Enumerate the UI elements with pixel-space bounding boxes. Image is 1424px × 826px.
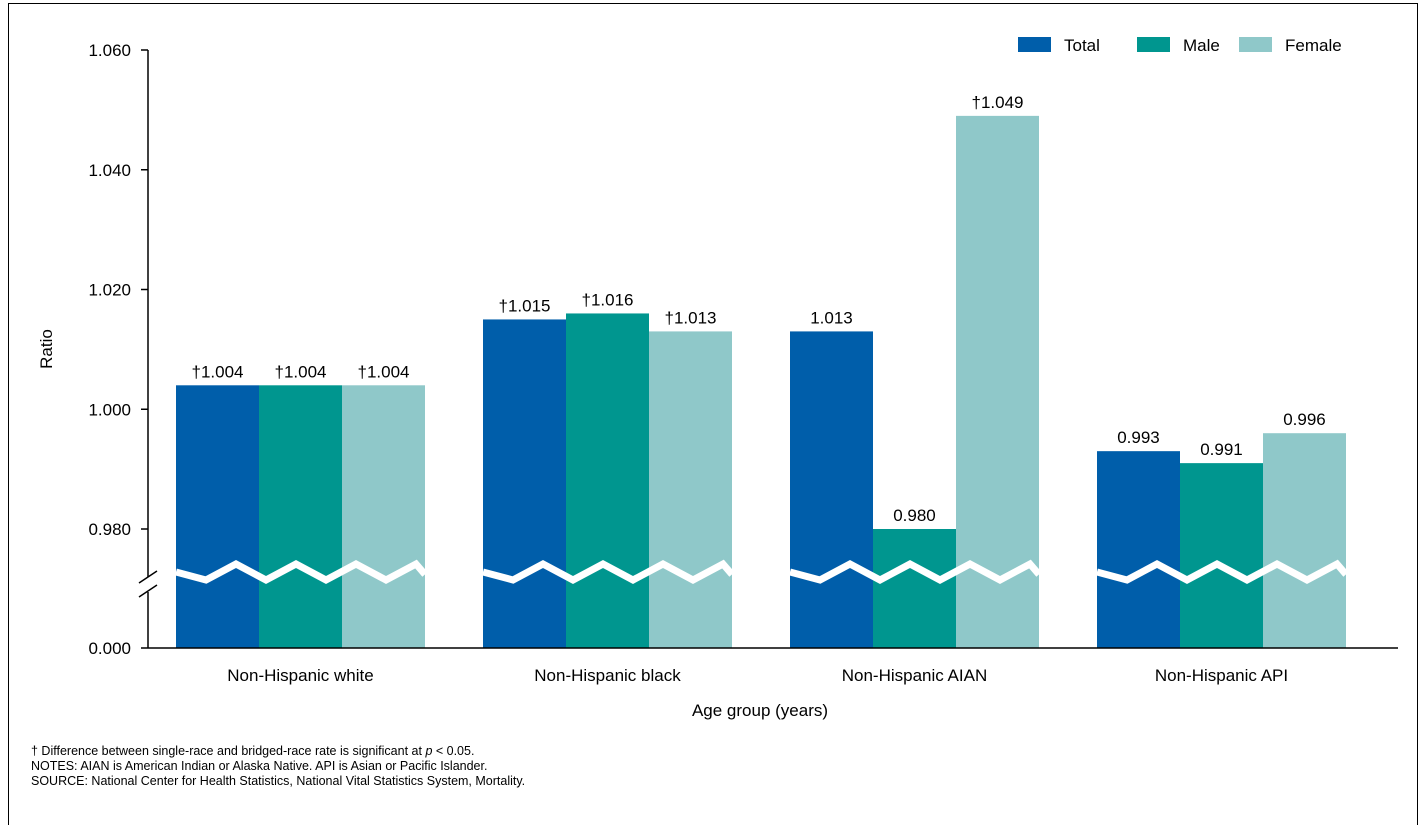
category-label-non-hispanic-aian: Non-Hispanic AIAN (842, 666, 988, 685)
data-label-non-hispanic-white-total: †1.004 (192, 362, 244, 381)
axis-break-zigzag-non-hispanic-api (1096, 559, 1349, 584)
bar-non-hispanic-white-male (259, 385, 342, 648)
bar-non-hispanic-black-female (649, 331, 732, 648)
axis-break-layer (175, 559, 1349, 584)
data-label-non-hispanic-api-female: 0.996 (1283, 410, 1326, 429)
category-label-non-hispanic-black: Non-Hispanic black (534, 666, 681, 685)
y-tick-label-4: 1.040 (88, 161, 131, 180)
data-label-non-hispanic-white-female: †1.004 (358, 362, 410, 381)
chart-notes: † Difference between single-race and bri… (31, 744, 525, 789)
source-note: SOURCE: National Center for Health Stati… (31, 774, 526, 788)
y-tick-label-3: 1.020 (88, 281, 131, 300)
y-tick-label-2: 1.000 (88, 400, 131, 419)
axis-break-zigzag-non-hispanic-white (175, 559, 428, 584)
legend-swatch-total (1018, 37, 1051, 52)
y-axis-break-mark-bottom (138, 584, 158, 598)
bar-non-hispanic-api-male (1180, 463, 1263, 648)
data-label-non-hispanic-aian-female: †1.049 (972, 93, 1024, 112)
data-label-non-hispanic-api-total: 0.993 (1117, 428, 1160, 447)
bar-non-hispanic-black-total (483, 319, 566, 648)
data-label-non-hispanic-black-total: †1.015 (499, 296, 551, 315)
data-label-non-hispanic-aian-total: 1.013 (810, 308, 853, 327)
y-tick-label-0: 0.000 (88, 639, 131, 658)
x-axis-title: Age group (years) (692, 701, 828, 720)
bar-non-hispanic-white-female (342, 385, 425, 648)
data-label-non-hispanic-black-female: †1.013 (665, 308, 717, 327)
bar-non-hispanic-aian-total (790, 331, 873, 648)
axes-layer (138, 50, 1398, 649)
legend-swatch-female (1239, 37, 1272, 52)
y-tick-label-1: 0.980 (88, 520, 131, 539)
data-labels-layer: †1.004 †1.004 †1.004 †1.015 †1.016 †1.013 1.01… (192, 93, 1326, 525)
axis-break-zigzag-non-hispanic-black (482, 559, 735, 584)
bar-non-hispanic-aian-male (873, 529, 956, 648)
abbreviations-note: NOTES: AIAN is American Indian or Alaska… (31, 759, 488, 773)
bars-layer (176, 115, 1346, 649)
y-ticks-layer: 0.000 0.980 1.000 1.020 1.040 1.060 (88, 41, 148, 658)
y-tick-label-5: 1.060 (88, 41, 131, 60)
category-label-non-hispanic-api: Non-Hispanic API (1155, 666, 1288, 685)
bar-non-hispanic-api-total (1097, 451, 1180, 648)
bar-non-hispanic-black-male (566, 313, 649, 648)
data-label-non-hispanic-aian-male: 0.980 (893, 506, 936, 525)
y-axis-break-mark-top (138, 570, 158, 584)
y-axis-title: Ratio (37, 329, 56, 369)
chart-frame (8, 3, 1418, 825)
legend: Total Male Female (1018, 36, 1342, 55)
data-label-non-hispanic-white-male: †1.004 (275, 362, 327, 381)
axis-break-zigzag-non-hispanic-aian (789, 559, 1042, 584)
bar-chart: 0.000 0.980 1.000 1.020 1.040 1.060 Non-Hispa… (37, 36, 1398, 720)
category-labels-layer: Non-Hispanic white Non-Hispanic black Non-… (227, 666, 1288, 685)
legend-swatch-male (1137, 37, 1170, 52)
significance-note: † Difference between single-race and bri… (31, 744, 475, 758)
data-label-non-hispanic-api-male: 0.991 (1200, 440, 1243, 459)
bar-non-hispanic-white-total (176, 385, 259, 648)
bar-non-hispanic-api-female (1263, 433, 1346, 648)
data-label-non-hispanic-black-male: †1.016 (582, 290, 634, 309)
legend-label-female: Female (1285, 36, 1342, 55)
legend-label-total: Total (1064, 36, 1100, 55)
bar-non-hispanic-aian-female (956, 115, 1039, 649)
category-label-non-hispanic-white: Non-Hispanic white (227, 666, 373, 685)
legend-label-male: Male (1183, 36, 1220, 55)
